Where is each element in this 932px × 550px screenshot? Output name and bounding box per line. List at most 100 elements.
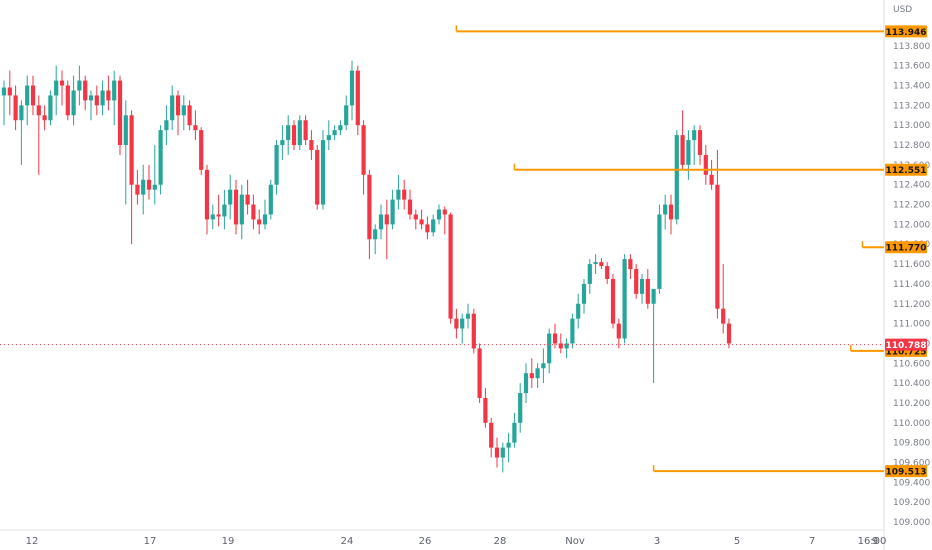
candle	[344, 95, 349, 131]
candle-body	[170, 95, 175, 121]
candle	[674, 130, 679, 225]
candle	[518, 383, 523, 433]
candle-body	[483, 398, 488, 423]
candle-body	[564, 343, 569, 349]
candle	[112, 70, 117, 126]
horizontal-levels[interactable]	[455, 25, 884, 473]
level-badge-label: 112.551	[886, 166, 927, 176]
candle	[262, 199, 268, 230]
price-tick-label: 111.000	[893, 320, 930, 330]
time-tick-label: 3	[654, 536, 660, 547]
time-tick-label: 7	[809, 536, 815, 547]
candle-body	[448, 214, 453, 319]
candle-body	[697, 130, 703, 155]
candle	[378, 204, 384, 240]
candle-body	[593, 262, 598, 265]
candle	[407, 189, 413, 220]
price-tick-label: 113.600	[893, 62, 930, 72]
candle-body	[570, 318, 575, 344]
time-tick-label: 12	[26, 536, 39, 547]
candle	[541, 348, 546, 384]
candle-body	[529, 373, 534, 379]
candle-body	[100, 90, 105, 106]
candle	[123, 100, 128, 205]
candle	[129, 110, 134, 245]
time-tick-label: 26	[419, 536, 432, 547]
candle-body	[489, 422, 494, 448]
candle	[523, 363, 529, 403]
candle-body	[158, 130, 163, 185]
candle-body	[686, 140, 691, 165]
candle	[332, 125, 337, 141]
candle-body	[326, 135, 331, 141]
candle	[645, 269, 650, 309]
candle-body	[338, 125, 343, 131]
time-tick-label: 9	[872, 536, 878, 547]
candle	[193, 110, 198, 141]
candle-body	[465, 313, 471, 319]
candle	[367, 169, 372, 260]
candle	[291, 120, 297, 150]
candle	[454, 308, 459, 339]
level-badge-bg	[885, 25, 927, 38]
candle-body	[361, 125, 366, 175]
candle	[552, 323, 558, 349]
candle	[373, 224, 378, 255]
candle-body	[25, 85, 30, 106]
candle-body	[599, 262, 604, 267]
candle-body	[680, 135, 685, 165]
candle-body	[83, 80, 88, 101]
candle	[425, 216, 430, 240]
candle-body	[193, 125, 198, 131]
candle	[48, 90, 53, 126]
candle	[576, 293, 581, 329]
candle-body	[42, 115, 47, 121]
candle	[303, 115, 308, 146]
candle	[274, 140, 279, 195]
price-tick-label: 110.400	[893, 379, 930, 389]
candle-body	[112, 80, 117, 101]
candle-body	[471, 313, 476, 349]
candle-body	[164, 120, 169, 131]
candle	[535, 363, 540, 389]
level-badge: 109.513	[885, 465, 927, 478]
candle	[413, 209, 418, 230]
candle	[251, 194, 256, 230]
candle-body	[13, 95, 18, 121]
candle	[106, 75, 111, 111]
price-tick-label: 113.200	[893, 101, 930, 111]
candle-body	[518, 393, 523, 423]
candle-body	[291, 125, 297, 146]
candle	[88, 90, 94, 121]
candle-body	[141, 179, 146, 195]
candle-body	[587, 264, 592, 284]
candle	[570, 313, 575, 349]
candle-body	[216, 214, 221, 217]
candle-body	[7, 87, 12, 96]
candle	[286, 115, 291, 155]
candle	[204, 164, 210, 235]
candle-body	[616, 323, 621, 339]
candle-body	[30, 85, 36, 106]
candle	[494, 437, 500, 468]
candle-body	[1, 87, 7, 96]
candle	[483, 388, 488, 428]
candle	[309, 130, 314, 160]
candle	[245, 179, 250, 215]
candle	[605, 262, 610, 284]
candle	[396, 174, 401, 210]
candle-body	[48, 95, 53, 121]
candle-body	[639, 278, 645, 294]
candle	[599, 258, 604, 270]
candle	[384, 199, 389, 260]
candle-body	[541, 363, 546, 369]
candle-body	[280, 140, 285, 146]
candle-body	[407, 199, 413, 215]
candle	[175, 90, 181, 136]
price-tick-label: 113.400	[893, 82, 930, 92]
time-axis[interactable]: 12 17 19 24 26 28 Nov 3 5 7 916:00	[26, 536, 887, 547]
candle-body	[576, 303, 581, 319]
candle	[170, 85, 175, 131]
